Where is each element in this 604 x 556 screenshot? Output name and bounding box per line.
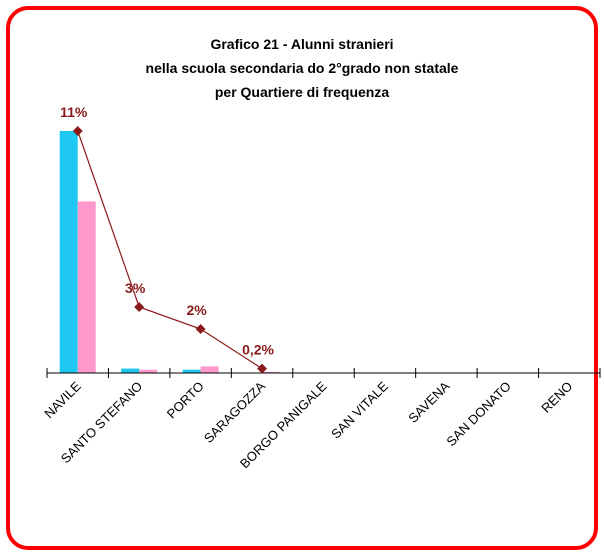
line-marker: [72, 126, 83, 136]
chart-title: per Quartiere di frequenza: [215, 84, 389, 100]
bar: [182, 369, 201, 373]
data-label: 0,2%: [242, 342, 274, 358]
chart-title: Grafico 21 - Alunni stranieri: [210, 36, 393, 52]
bar: [77, 201, 96, 373]
bar: [59, 131, 78, 373]
data-label: 11%: [60, 104, 88, 120]
data-label: 2%: [186, 302, 207, 318]
line-marker: [195, 324, 206, 334]
line-marker: [257, 363, 268, 374]
chart-frame: [6, 6, 598, 550]
chart-title: nella scuola secondaria do 2°grado non s…: [146, 60, 459, 76]
bar: [262, 371, 281, 373]
bar: [200, 366, 219, 373]
line-marker: [134, 302, 145, 312]
data-label: 3%: [125, 280, 146, 296]
bar: [121, 368, 140, 373]
line: [77, 130, 263, 370]
bar: [139, 369, 158, 373]
